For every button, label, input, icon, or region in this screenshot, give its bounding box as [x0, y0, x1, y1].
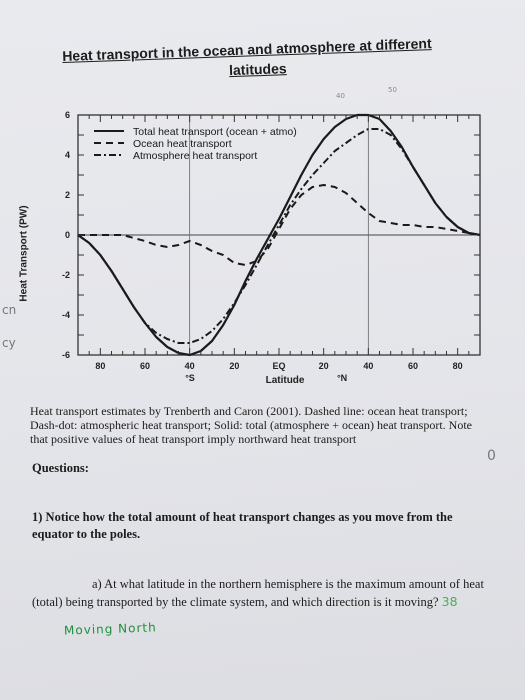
- y-tick-label: 6: [65, 110, 70, 120]
- margin-note-right: 0: [487, 448, 496, 464]
- south-hemisphere-label: °S: [185, 373, 195, 383]
- y-tick-label: -6: [62, 350, 70, 360]
- series-line-dashed: [78, 184, 481, 266]
- question-1a-line-1: a) At what latitude in the northern hemi…: [92, 577, 484, 591]
- x-axis-label: Latitude: [266, 375, 305, 386]
- margin-note-left-bottom: cy: [2, 336, 16, 350]
- question-1a-line-2: (total) being transported by the climate…: [32, 595, 439, 609]
- title-annotation-40: 40: [336, 92, 345, 100]
- x-tick-label: 60: [140, 361, 150, 371]
- question-1: 1) Notice how the total amount of heat t…: [32, 510, 453, 541]
- y-tick-label: -2: [62, 270, 70, 280]
- legend-label-solid: Total heat transport (ocean + atmo): [133, 126, 297, 138]
- series-line-dash-dot: [77, 128, 481, 344]
- questions-heading: Questions:: [32, 461, 89, 475]
- x-tick-label: 80: [453, 361, 463, 371]
- figure-caption: Heat transport estimates by Trenberth an…: [30, 404, 472, 446]
- question-1a: a) At what latitude in the northern hemi…: [32, 576, 497, 611]
- x-tick-label: 40: [363, 361, 373, 371]
- x-tick-label: 40: [185, 361, 195, 371]
- margin-note-left-top: cn: [2, 303, 17, 317]
- y-tick-label: 4: [65, 150, 70, 160]
- y-tick-label: 2: [65, 190, 70, 200]
- y-tick-label: 0: [65, 230, 70, 240]
- handwritten-latitude-answer: 38: [441, 594, 458, 609]
- x-tick-label: EQ: [272, 361, 285, 371]
- title-annotation-50: 50: [388, 86, 397, 94]
- x-tick-label: 80: [95, 361, 105, 371]
- legend-label-dash-dot: Atmosphere heat transport: [133, 150, 257, 162]
- x-tick-label: 60: [408, 361, 418, 371]
- y-tick-label: -4: [62, 310, 70, 320]
- x-tick-label: 20: [319, 361, 329, 371]
- x-tick-label: 20: [229, 361, 239, 371]
- legend-label-dashed: Ocean heat transport: [133, 138, 232, 150]
- chart-series-group: [77, 113, 481, 357]
- chart-legend: Total heat transport (ocean + atmo)Ocean…: [94, 126, 297, 162]
- north-hemisphere-label: °N: [337, 373, 347, 383]
